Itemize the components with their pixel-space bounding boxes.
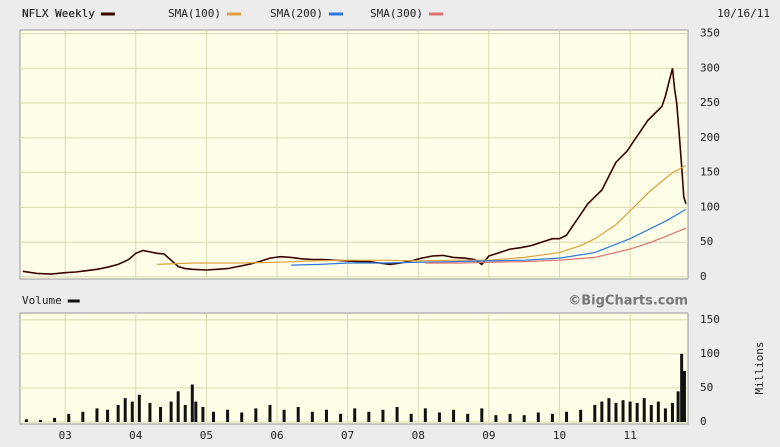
volume-bar [593, 404, 597, 422]
x-tick-label: 11 [623, 429, 636, 442]
volume-bar [296, 407, 300, 422]
volume-bar [137, 394, 141, 422]
volume-bar [169, 401, 173, 422]
price-panel [19, 29, 689, 280]
y-tick-label: 50 [700, 381, 713, 394]
y-tick-label: 0 [700, 415, 707, 428]
volume-bar [670, 402, 674, 422]
y-tick-label: 200 [700, 131, 720, 144]
volume-bar [614, 402, 618, 422]
volume-bar [310, 411, 314, 422]
volume-bar [81, 411, 85, 422]
volume-bar [254, 408, 258, 422]
x-tick-label: 05 [200, 429, 213, 442]
volume-bar [148, 402, 152, 422]
volume-bar [423, 408, 427, 422]
y-tick-label: 50 [700, 235, 713, 248]
volume-bar [201, 407, 205, 422]
price-line [22, 68, 687, 275]
volume-bar [494, 415, 498, 422]
x-tick-label: 10 [553, 429, 566, 442]
y-tick-label: 300 [700, 61, 720, 74]
volume-bar [536, 412, 540, 422]
volume-bar [226, 409, 230, 422]
y-axis-label: Millions [753, 342, 766, 395]
volume-bar [240, 412, 244, 422]
volume-bar [24, 419, 28, 422]
volume-bar [176, 391, 180, 422]
volume-bar [53, 417, 57, 422]
volume-bar [635, 402, 639, 422]
volume-bar [130, 401, 134, 422]
source: ©BigCharts.com [568, 294, 688, 309]
date-label: 10/16/11 [717, 7, 770, 20]
y-tick-label: 150 [700, 166, 720, 179]
y-tick-label: 0 [700, 270, 707, 283]
volume-bar [123, 398, 127, 422]
volume-title: Volume [22, 294, 62, 307]
x-tick-label: 06 [270, 429, 283, 442]
volume-panel [19, 312, 689, 425]
volume-bar [642, 398, 646, 422]
volume-bar [437, 412, 441, 422]
legend-label: SMA(200) [270, 7, 323, 20]
volume-bar [628, 401, 632, 422]
volume-bar [194, 401, 198, 422]
volume-bar [324, 409, 328, 422]
volume-bar [656, 401, 660, 422]
x-tick-label: 08 [412, 429, 425, 442]
volume-bar [95, 408, 99, 422]
volume-bar [676, 391, 680, 422]
volume-bar [38, 419, 42, 422]
volume-bar [508, 413, 512, 422]
volume-bar [579, 409, 583, 422]
legend-label: NFLX Weekly [22, 7, 95, 20]
x-tick-label: 09 [482, 429, 495, 442]
price-line [425, 227, 687, 264]
volume-bar [663, 408, 667, 422]
y-tick-label: 100 [700, 200, 720, 213]
volume-bar [183, 404, 187, 422]
price-line [156, 165, 687, 265]
x-tick-label: 07 [341, 429, 354, 442]
volume-bar [159, 407, 163, 422]
volume-bar [395, 407, 399, 422]
volume-bar [268, 404, 272, 422]
volume-bar [67, 413, 71, 422]
y-tick-label: 350 [700, 26, 720, 39]
price-line [291, 208, 687, 266]
volume-bar [211, 411, 215, 422]
volume-bar [116, 404, 120, 422]
volume-bar [649, 404, 653, 422]
legend-label: SMA(100) [168, 7, 221, 20]
volume-bar [106, 409, 110, 422]
volume-bar [339, 413, 343, 422]
x-tick-label: 03 [59, 429, 72, 442]
volume-bar [621, 400, 625, 422]
chart-title: NFLX Weekly [22, 7, 95, 20]
y-tick-label: 100 [700, 347, 720, 360]
volume-bar [466, 413, 470, 422]
volume-bar [600, 401, 604, 422]
volume-bar [682, 370, 686, 422]
volume-bar [522, 415, 526, 422]
y-tick-label: 150 [700, 313, 720, 326]
volume-bar [381, 409, 385, 422]
volume-bar [367, 411, 371, 422]
x-tick-label: 04 [129, 429, 143, 442]
volume-bar [680, 353, 684, 422]
volume-bar [480, 408, 484, 422]
volume-bar [452, 409, 456, 422]
volume-bar [282, 409, 286, 422]
legend-label: SMA(300) [370, 7, 423, 20]
volume-bar [353, 408, 357, 422]
volume-bar [190, 384, 194, 422]
volume-bar [565, 411, 569, 422]
volume-bar [409, 413, 413, 422]
volume-bar [550, 413, 554, 422]
y-tick-label: 250 [700, 96, 720, 109]
volume-bar [607, 398, 611, 422]
